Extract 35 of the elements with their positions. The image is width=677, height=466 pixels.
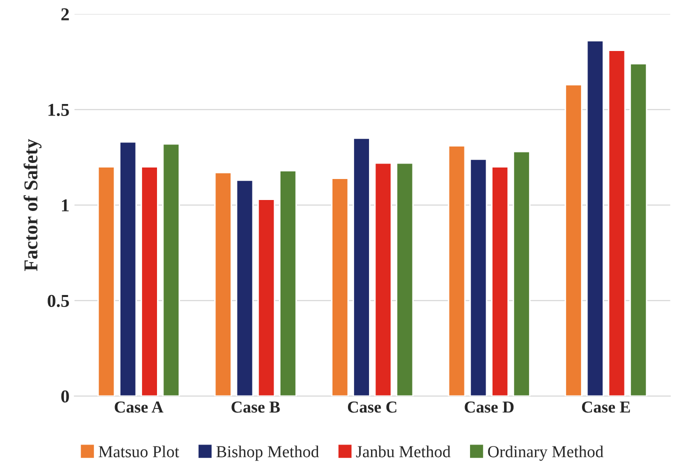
y-tick-label: 2 — [61, 8, 69, 20]
bar — [97, 166, 116, 396]
bar — [608, 50, 626, 396]
bar — [331, 178, 349, 396]
legend-label: Matsuo Plot — [98, 446, 180, 458]
bar — [352, 137, 370, 396]
x-tick-label: Case B — [232, 401, 280, 413]
bar — [162, 143, 180, 396]
bar — [491, 166, 509, 396]
legend-label: Bishop Method — [216, 446, 319, 461]
x-tick-label: Case D — [464, 401, 514, 413]
legend-label: Ordinary Method — [488, 446, 604, 461]
y-axis-title: Factor of Safety — [24, 138, 42, 271]
bar — [279, 170, 297, 396]
bar — [512, 150, 530, 396]
y-tick-label: 1 — [62, 199, 69, 212]
bar — [257, 198, 276, 396]
bar — [586, 40, 604, 396]
bar — [236, 180, 254, 396]
x-tick-label: Case C — [348, 401, 396, 413]
legend-label: Janbu Method — [356, 446, 451, 458]
bar — [214, 172, 232, 396]
x-tick-label: Case E — [582, 401, 630, 413]
y-tick-label: 0 — [61, 390, 69, 403]
bar — [396, 162, 414, 396]
bar — [564, 84, 582, 396]
x-tick-label: Case A — [114, 401, 164, 413]
bar — [140, 166, 158, 396]
bar — [374, 162, 392, 396]
bar — [448, 145, 466, 396]
y-tick-label: 1.5 — [48, 104, 69, 116]
bar — [469, 158, 488, 396]
bar — [119, 141, 137, 396]
bar — [630, 62, 648, 396]
y-tick-label: 0.5 — [48, 294, 69, 308]
